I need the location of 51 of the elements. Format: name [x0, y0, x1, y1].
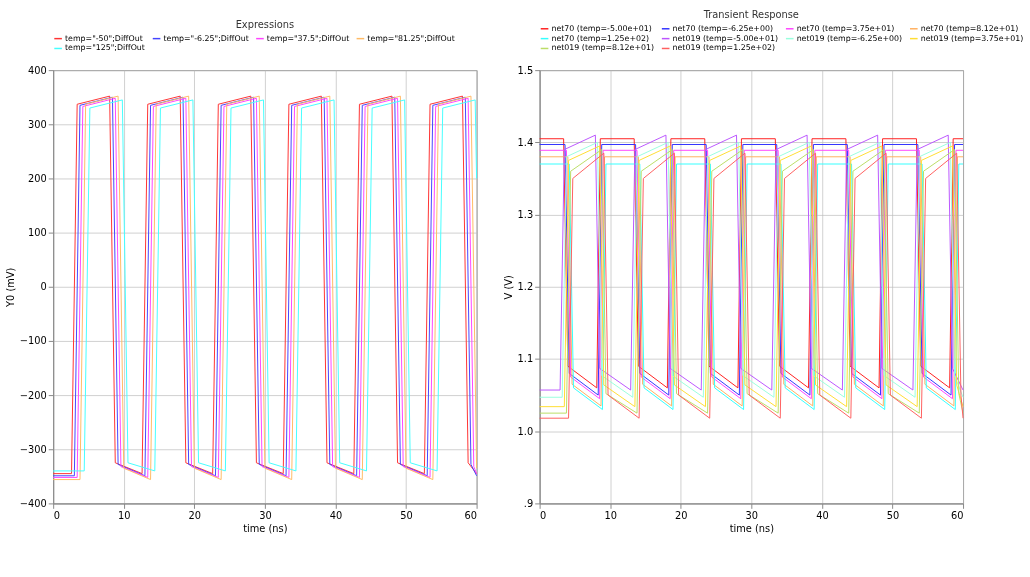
- x-tick-label: 30: [745, 509, 759, 521]
- y-tick-label: −400: [19, 497, 47, 509]
- y-tick-label: 1.0: [517, 425, 534, 437]
- x-axis-title: time (ns): [243, 523, 288, 535]
- x-tick-label: 20: [188, 509, 202, 521]
- y-tick-label: 1.2: [517, 281, 534, 293]
- legend-label: temp="-50";DiffOut: [64, 33, 143, 43]
- x-tick-label: 10: [604, 509, 617, 521]
- legend-label: net019 (temp=-6.25e+00): [796, 33, 903, 43]
- legend-label: net70 (temp=-5.00e+01): [551, 23, 652, 33]
- x-tick-label: 0: [540, 509, 547, 521]
- y-tick-label: 1.4: [517, 136, 534, 148]
- y-tick-label: 1.5: [517, 64, 534, 76]
- y-tick-label: 400: [28, 64, 47, 76]
- x-tick-label: 40: [816, 509, 829, 521]
- y-tick-label: .9: [523, 497, 534, 509]
- y-tick-label: −300: [19, 443, 47, 455]
- legend-label: net019 (temp=1.25e+02): [672, 43, 776, 53]
- legend-label: temp="37.5";DiffOut: [266, 33, 350, 43]
- x-axis-title: time (ns): [729, 523, 774, 535]
- y-tick-label: 300: [28, 118, 47, 130]
- x-tick-label: 40: [329, 509, 343, 521]
- chart-title: Expressions: [235, 18, 295, 30]
- x-tick-label: 50: [886, 509, 900, 521]
- x-tick-label: 60: [464, 509, 478, 521]
- y-tick-label: 1.3: [517, 209, 534, 221]
- x-tick-label: 0: [53, 509, 60, 521]
- legend-label: net70 (temp=3.75e+01): [796, 23, 895, 33]
- legend-label: temp="-6.25";DiffOut: [163, 33, 249, 43]
- y-tick-label: −100: [19, 335, 47, 347]
- legend-label: net70 (temp=1.25e+02): [551, 33, 650, 43]
- x-tick-label: 10: [117, 509, 131, 521]
- chart-title: Transient Response: [702, 8, 799, 20]
- legend-label: net019 (temp=-5.00e+01): [672, 33, 778, 43]
- x-tick-label: 60: [951, 509, 964, 521]
- y-tick-label: 100: [28, 227, 47, 239]
- y-tick-label: 200: [28, 172, 47, 184]
- legend-label: net70 (temp=-6.25e+00): [672, 23, 773, 33]
- legend-label: net019 (temp=3.75e+01): [920, 33, 1024, 43]
- legend-label: net019 (temp=8.12e+01): [551, 43, 655, 53]
- y-axis-title: V (V): [502, 275, 514, 300]
- x-tick-label: 20: [674, 509, 688, 521]
- x-tick-label: 30: [259, 509, 272, 521]
- y-tick-label: 0: [40, 281, 47, 293]
- legend-label: temp="81.25";DiffOut: [367, 33, 455, 43]
- legend-label: temp="125";DiffOut: [64, 43, 145, 53]
- y-tick-label: 1.1: [517, 353, 534, 365]
- legend-label: net70 (temp=8.12e+01): [920, 23, 1019, 33]
- y-axis-title: Y0 (mV): [4, 267, 16, 308]
- y-tick-label: −200: [19, 389, 47, 401]
- x-tick-label: 50: [400, 509, 413, 521]
